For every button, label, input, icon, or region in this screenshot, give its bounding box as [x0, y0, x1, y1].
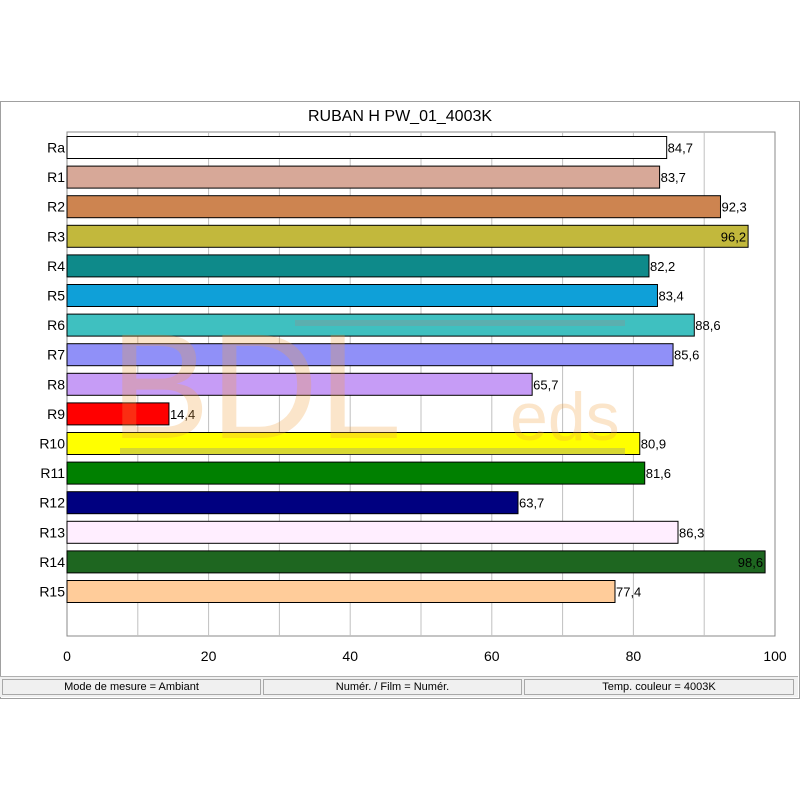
status-bar: Mode de mesure = Ambiant Numér. / Film =… [0, 676, 798, 697]
bar-r14 [66, 550, 766, 574]
x-tick-label-60: 60 [484, 648, 500, 664]
x-axis-ticks: 0 20 40 60 80 100 [63, 648, 787, 664]
category-label-r4: R4 [47, 258, 65, 274]
category-label-ra: Ra [47, 140, 65, 156]
bar-r5 [66, 284, 658, 307]
category-label-r12: R12 [39, 495, 65, 511]
bar-r12 [66, 491, 519, 515]
value-label-r4: 82,2 [650, 259, 675, 274]
value-label-r10: 80,9 [641, 437, 666, 452]
value-label-r13: 86,3 [679, 525, 704, 540]
bar-r3 [66, 224, 749, 248]
category-label-r14: R14 [39, 554, 65, 570]
value-label-r6: 88,6 [695, 318, 720, 333]
category-label-r1: R1 [47, 169, 65, 185]
category-label-r7: R7 [47, 347, 65, 363]
category-label-r11: R11 [40, 465, 65, 481]
category-label-r5: R5 [47, 288, 65, 304]
category-labels: Ra R1 R2 R3 R4 R5 R6 R7 R8 R9 R10 R11 R12 R13 R14 R15 [39, 140, 65, 600]
value-label-r5: 83,4 [658, 289, 683, 304]
bar-r11 [66, 461, 646, 485]
chart-title: RUBAN H PW_01_4003K [308, 108, 492, 125]
value-label-ra: 84,7 [668, 141, 693, 156]
value-label-r8: 65,7 [533, 377, 558, 392]
category-label-r2: R2 [47, 199, 65, 215]
category-label-r15: R15 [39, 584, 65, 600]
category-label-r6: R6 [47, 317, 65, 333]
value-label-r7: 85,6 [674, 348, 699, 363]
value-label-r9: 14,4 [170, 407, 195, 422]
value-labels: 84,7 83,7 92,3 96,2 82,2 83,4 88,6 85,6 65,7 14,4… [170, 141, 763, 600]
bar-r15 [66, 580, 616, 603]
x-tick-label-0: 0 [63, 648, 71, 664]
value-label-r15: 77,4 [616, 585, 641, 600]
bar-r6 [66, 313, 695, 337]
x-tick-label-80: 80 [626, 648, 642, 664]
value-label-r1: 83,7 [661, 170, 686, 185]
category-label-r9: R9 [47, 406, 65, 422]
status-numeric-film-text: Numér. / Film = Numér. [335, 681, 450, 693]
bar-ra [66, 136, 668, 159]
value-label-r12: 63,7 [519, 496, 544, 511]
value-label-r3: 96,2 [721, 229, 746, 244]
x-tick-label-100: 100 [763, 648, 787, 664]
category-label-r3: R3 [47, 228, 65, 244]
bar-r1 [66, 165, 661, 189]
category-label-r8: R8 [47, 376, 65, 392]
bar-r13 [66, 520, 679, 544]
bar-r8 [66, 372, 533, 396]
category-label-r13: R13 [39, 524, 65, 540]
chart-window: RUBAN H PW_01_4003K 84,7 83,7 92,3 96,2 82,2… [0, 101, 800, 699]
status-color-temp-text: Temp. couleur = 4003K [602, 681, 716, 693]
bars [66, 136, 766, 603]
status-numeric-film: Numér. / Film = Numér. [263, 679, 522, 695]
x-tick-label-20: 20 [201, 648, 217, 664]
status-measure-mode-text: Mode de mesure = Ambiant [64, 681, 199, 693]
x-tick-label-40: 40 [342, 648, 358, 664]
bar-r9 [66, 402, 170, 426]
bar-r4 [66, 254, 650, 278]
bar-r10 [66, 432, 641, 455]
value-label-r11: 81,6 [646, 466, 671, 481]
category-label-r10: R10 [39, 436, 65, 452]
value-label-r14: 98,6 [738, 555, 763, 570]
status-measure-mode: Mode de mesure = Ambiant [2, 679, 261, 695]
bar-r7 [66, 343, 674, 367]
value-label-r2: 92,3 [721, 200, 746, 215]
status-color-temp: Temp. couleur = 4003K [524, 679, 794, 695]
bar-chart: RUBAN H PW_01_4003K 84,7 83,7 92,3 96,2 82,2… [39, 108, 787, 664]
bar-r2 [66, 195, 721, 219]
